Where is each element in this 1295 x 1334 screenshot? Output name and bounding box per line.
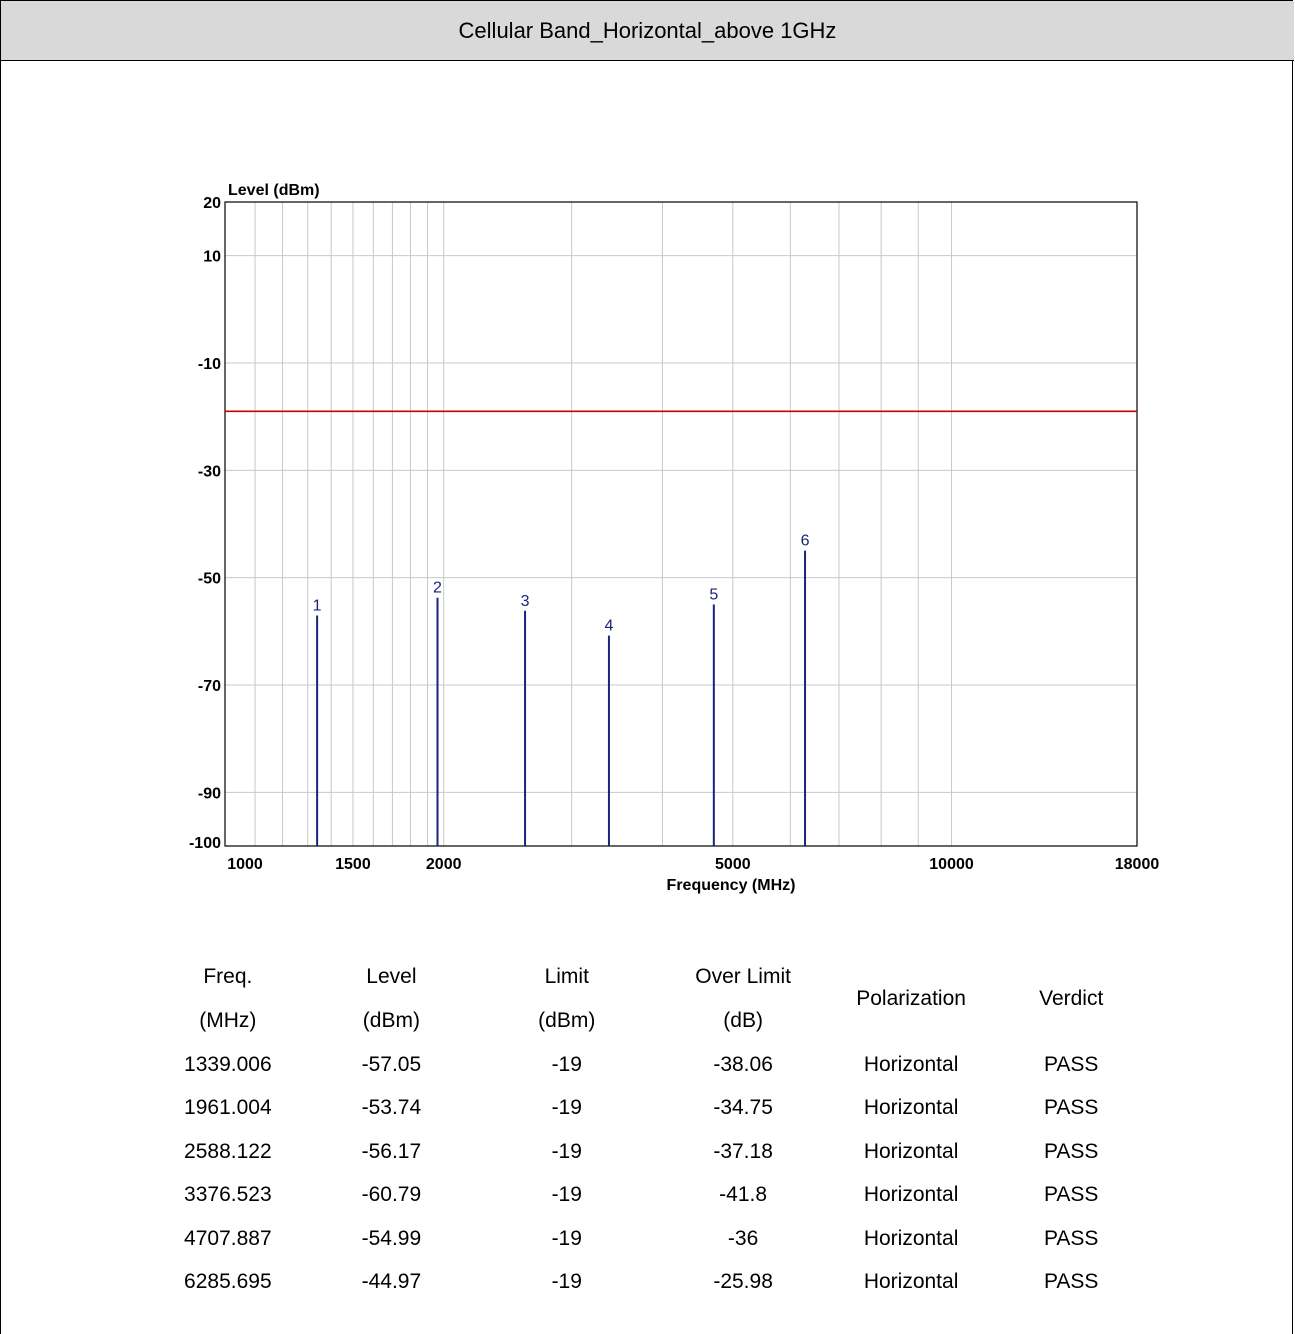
table-header: Freq. (MHz) Level (dBm) Limit (dBm) Over Limit… (150, 955, 1150, 1043)
column-header-line: Limit (544, 965, 589, 988)
marker-label: 5 (709, 586, 718, 603)
table-row: 1961.004 -53.74 -19 -34.75 Horizontal PASS (150, 1087, 1150, 1131)
table-cell: Horizontal (863, 1226, 959, 1250)
y-tick-label: -100 (189, 835, 221, 852)
x-tick-label: 1500 (335, 856, 371, 873)
table-cell: PASS (1043, 1183, 1099, 1207)
table-cell: -19 (551, 1096, 582, 1120)
table-cell: -34.75 (713, 1096, 773, 1120)
results-table: Freq. (MHz) Level (dBm) Limit (dBm) Over Limit… (150, 955, 1150, 1304)
y-tick-label: -10 (198, 356, 221, 373)
column-header-line: (dBm) (362, 1009, 420, 1032)
column-header-line: (MHz) (199, 1009, 257, 1032)
column-header: Verdict (992, 955, 1150, 1043)
x-tick-label: 5000 (715, 856, 751, 873)
plot-frame (224, 201, 1138, 847)
table-row: 3376.523 -60.79 -19 -41.8 Horizontal PASS (150, 1174, 1150, 1218)
table-cell: -19 (551, 1226, 582, 1250)
table-cell: -53.74 (361, 1096, 422, 1120)
table-cell: -36 (727, 1226, 759, 1250)
table-row: 4707.887 -54.99 -19 -36 Horizontal PASS (150, 1217, 1150, 1261)
table-cell: PASS (1043, 1139, 1099, 1163)
table-cell: -60.79 (361, 1183, 422, 1207)
table-cell: 3376.523 (184, 1183, 272, 1207)
table-cell: Horizontal (863, 1052, 959, 1076)
y-tick-label: -50 (198, 571, 221, 588)
table-cell: 1961.004 (184, 1096, 272, 1120)
column-header: Limit (dBm) (477, 955, 656, 1043)
y-tick-label: -70 (198, 678, 221, 695)
table-cell: 1339.006 (184, 1052, 272, 1076)
table-cell: -37.18 (713, 1139, 773, 1163)
table-cell: 2588.122 (184, 1139, 272, 1163)
table-cell: PASS (1043, 1226, 1099, 1250)
table-body: 1339.006 -57.05 -19 -38.06 Horizontal PASS 196… (150, 1043, 1150, 1304)
table-cell: -19 (551, 1139, 582, 1163)
table-cell: -19 (551, 1183, 582, 1207)
page-title: Cellular Band_Horizontal_above 1GHz (1, 1, 1294, 61)
column-header: Level (dBm) (306, 955, 477, 1043)
table-cell: -54.99 (361, 1226, 422, 1250)
column-header-line: Level (366, 965, 417, 988)
column-header-line: (dB) (723, 1009, 763, 1032)
y-tick-label: 10 (203, 249, 221, 266)
table-cell: -38.06 (713, 1052, 773, 1076)
table-cell: Horizontal (863, 1139, 959, 1163)
level-vs-frequency-chart: 20 10 -10 -30 -50 -70 -90 -100 1000 1500 2000 5000 1… (189, 182, 1160, 894)
table-cell: 6285.695 (184, 1270, 272, 1294)
y-tick-label: -90 (198, 785, 221, 802)
table-cell: -57.05 (361, 1052, 422, 1076)
column-header-line: Over Limit (695, 965, 791, 988)
table-cell: -41.8 (719, 1183, 768, 1207)
table-row: 6285.695 -44.97 -19 -25.98 Horizontal PASS (150, 1261, 1150, 1305)
y-axis-label: Level (dBm) (228, 182, 320, 199)
table-cell: -44.97 (361, 1270, 422, 1294)
x-axis-label: Frequency (MHz) (667, 877, 796, 894)
table-cell: PASS (1043, 1096, 1099, 1120)
marker-label: 3 (521, 593, 530, 610)
table-cell: -19 (551, 1270, 582, 1294)
table-cell: -56.17 (361, 1139, 422, 1163)
table-cell: PASS (1043, 1270, 1099, 1294)
column-header-line: (dBm) (538, 1009, 596, 1032)
marker-label: 6 (801, 533, 810, 550)
column-header-line: Polarization (856, 987, 966, 1010)
x-tick-label: 10000 (929, 856, 974, 873)
table-cell: PASS (1043, 1052, 1099, 1076)
y-tick-label: -30 (198, 463, 221, 480)
table-cell: Horizontal (863, 1270, 959, 1294)
table-cell: 4707.887 (184, 1226, 272, 1250)
marker-label: 1 (313, 598, 322, 615)
table-row: 2588.122 -56.17 -19 -37.18 Horizontal PASS (150, 1130, 1150, 1174)
table-cell: Horizontal (863, 1096, 959, 1120)
column-header: Polarization (830, 955, 993, 1043)
marker-label: 2 (433, 580, 442, 597)
x-tick-label: 2000 (426, 856, 462, 873)
table-row: 1339.006 -57.05 -19 -38.06 Horizontal PASS (150, 1043, 1150, 1087)
column-header-line: Freq. (203, 965, 253, 988)
column-header: Over Limit (dB) (656, 955, 829, 1043)
table-cell: Horizontal (863, 1183, 959, 1207)
marker-label: 4 (604, 618, 613, 635)
x-tick-label: 18000 (1115, 856, 1160, 873)
y-tick-label: 20 (203, 195, 221, 212)
column-header: Freq. (MHz) (150, 955, 306, 1043)
x-tick-label: 1000 (227, 856, 263, 873)
table-cell: -19 (551, 1052, 582, 1076)
column-header-line: Verdict (1039, 987, 1104, 1010)
table-cell: -25.98 (713, 1270, 773, 1294)
